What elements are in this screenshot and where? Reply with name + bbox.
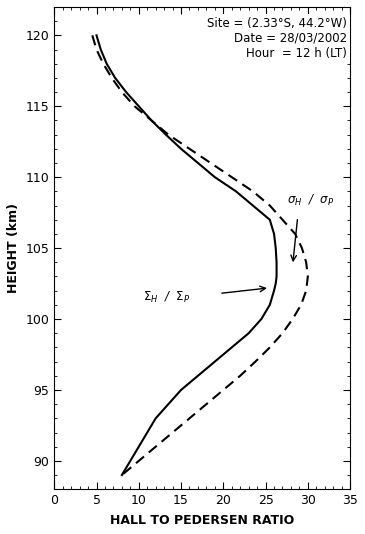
Text: Site = (2.33°S, 44.2°W)
Date = 28/03/2002
Hour  = 12 h (LT): Site = (2.33°S, 44.2°W) Date = 28/03/200… — [207, 17, 347, 60]
Text: $\sigma_H$  /  $\sigma_P$: $\sigma_H$ / $\sigma_P$ — [287, 193, 334, 208]
Y-axis label: HEIGHT (km): HEIGHT (km) — [7, 203, 20, 293]
Text: $\Sigma_H$  /  $\Sigma_P$: $\Sigma_H$ / $\Sigma_P$ — [143, 290, 191, 305]
X-axis label: HALL TO PEDERSEN RATIO: HALL TO PEDERSEN RATIO — [110, 514, 294, 527]
